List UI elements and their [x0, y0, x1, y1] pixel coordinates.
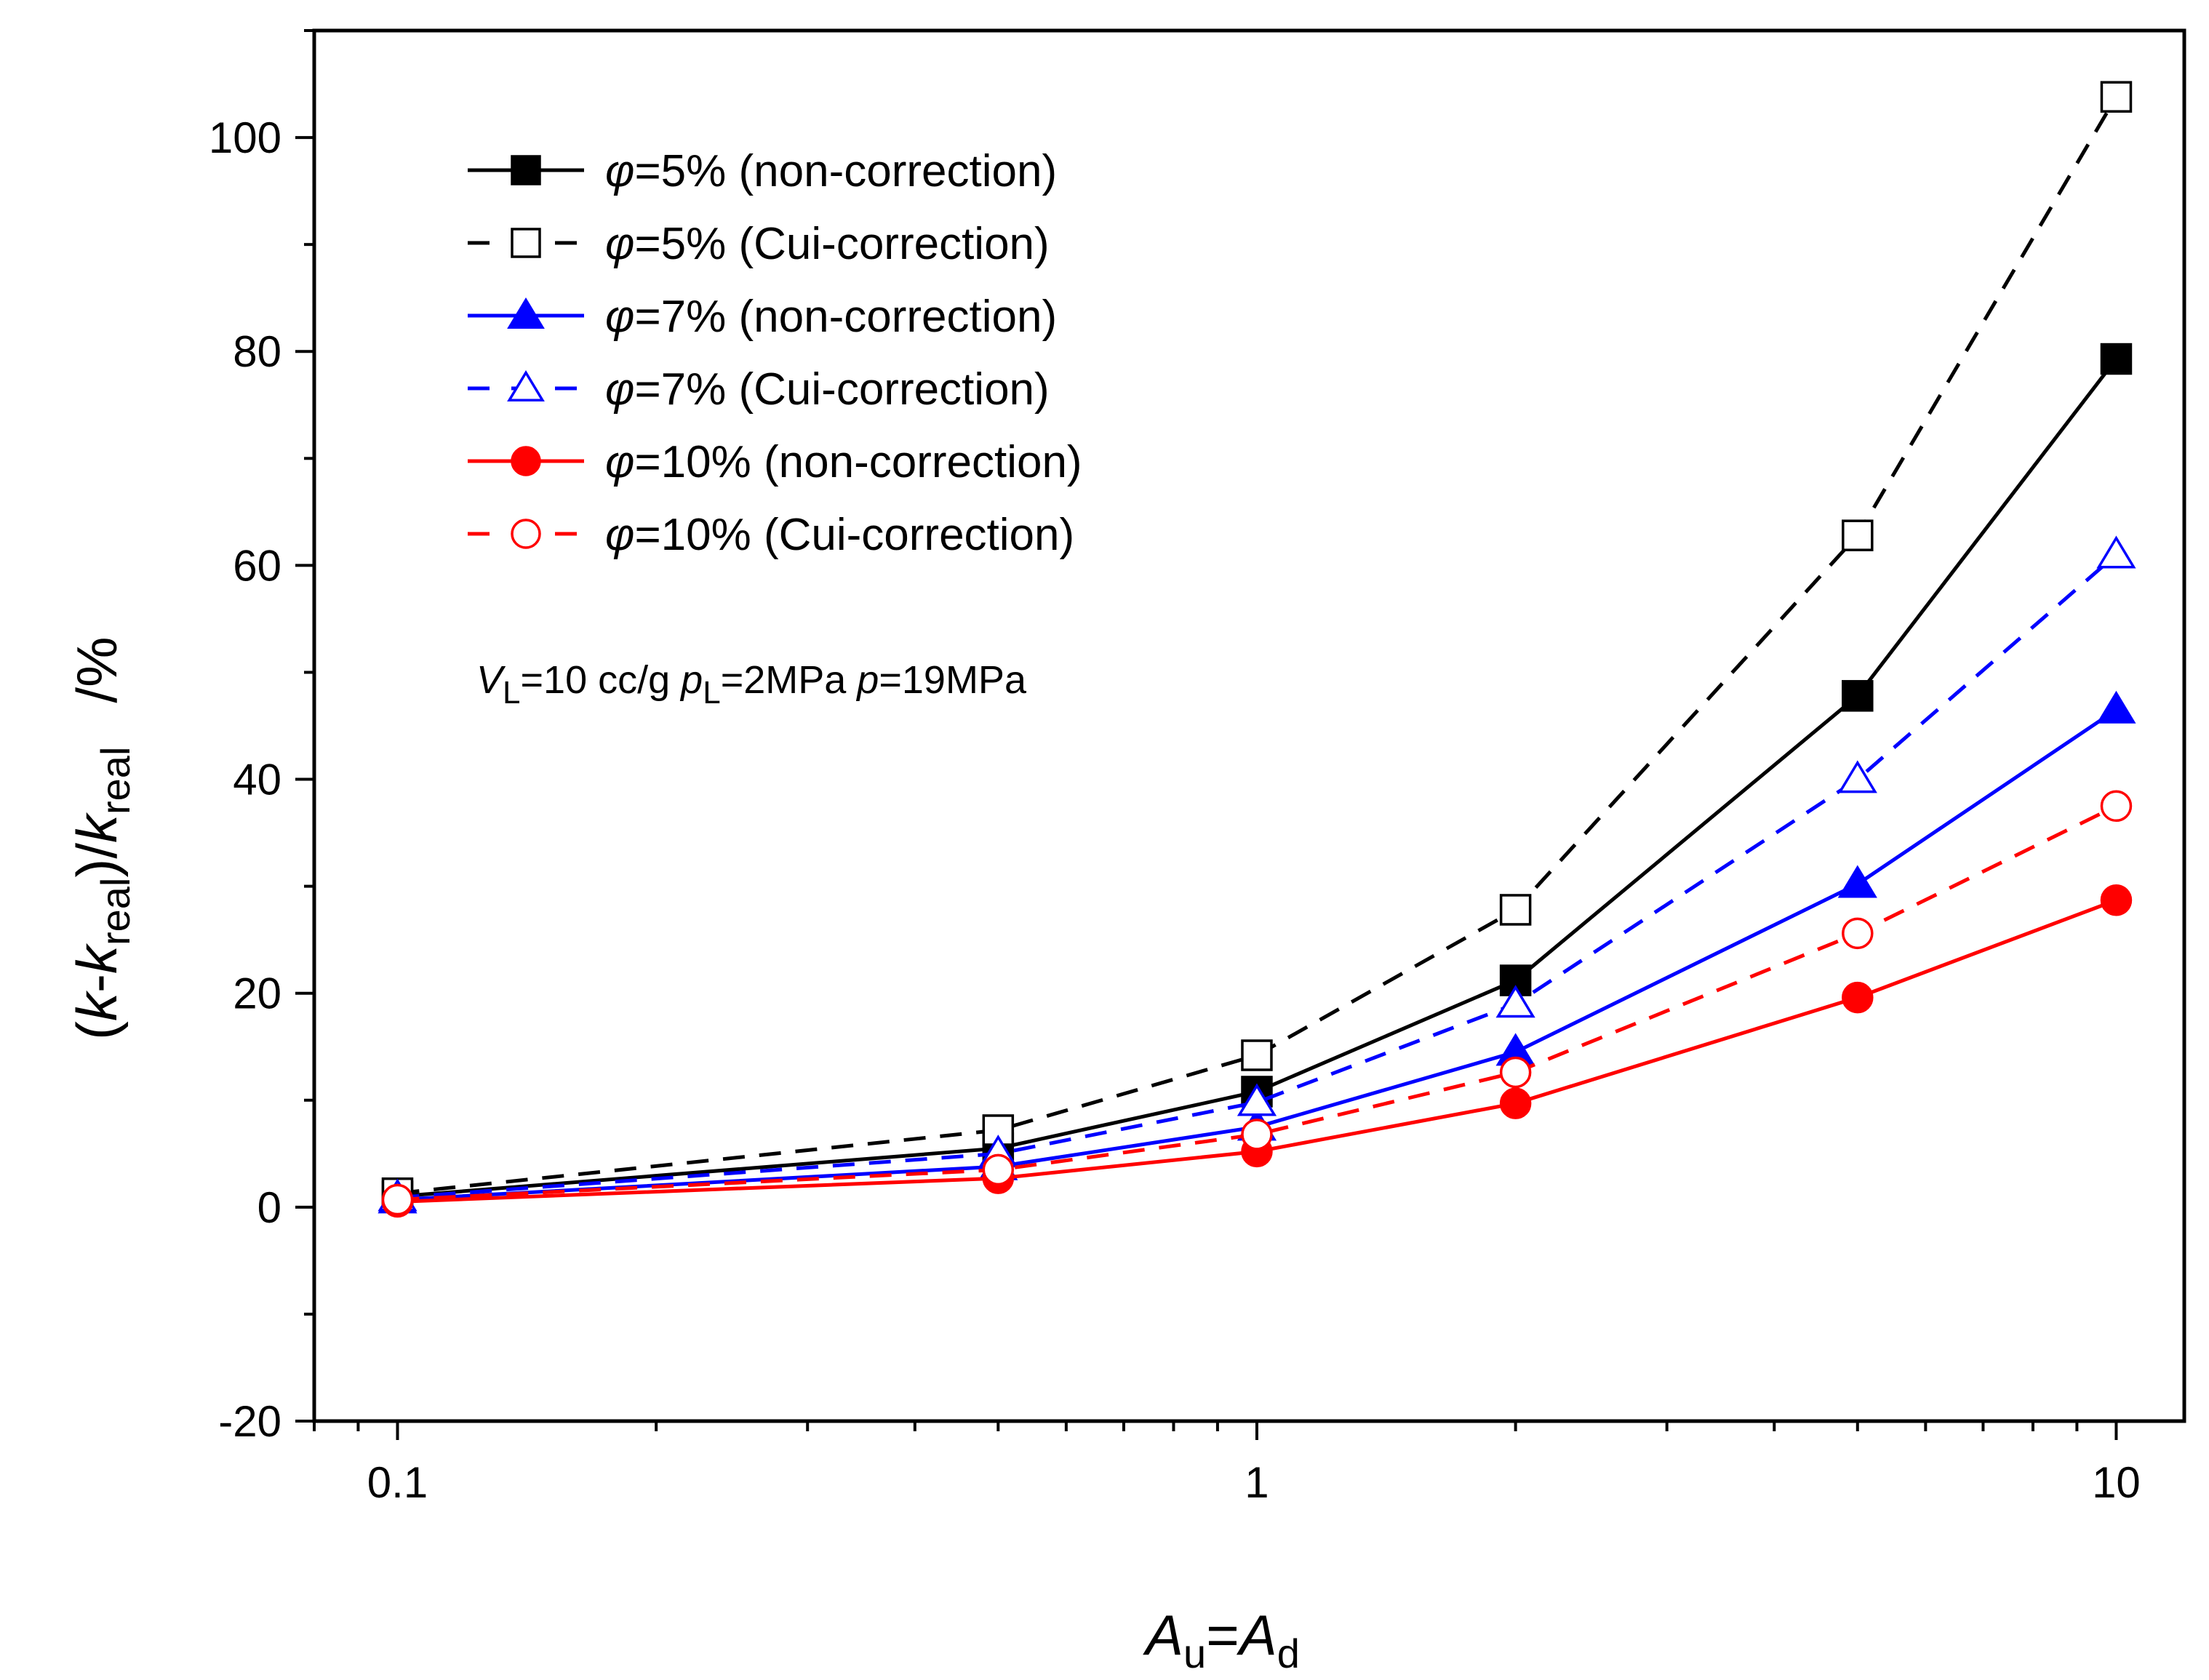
series-6 — [381, 790, 2133, 1216]
legend-label: φ=5% (Cui-correction) — [605, 219, 1050, 269]
series-line — [397, 708, 2117, 1202]
data-point — [2100, 343, 2133, 375]
legend: φ=5% (non-correction) φ=5% (Cui-correctio… — [468, 146, 1082, 560]
plot-frame — [312, 28, 2186, 1423]
data-point — [1842, 981, 1874, 1014]
y-tick-label: 80 — [233, 327, 281, 376]
legend-marker — [511, 228, 541, 258]
legend-label: φ=10% (Cui-correction) — [605, 510, 1074, 560]
series-line — [397, 553, 2118, 1200]
y-axis-title: (k-kreal)/kreal/% — [65, 637, 138, 1040]
data-point — [1842, 680, 1874, 712]
legend-label: φ=10% (non-correction) — [605, 437, 1082, 487]
data-point — [1842, 917, 1874, 950]
legend-item: φ=7% (non-correction) — [468, 292, 1057, 342]
data-point — [1495, 985, 1535, 1018]
series-2 — [381, 81, 2133, 1209]
data-point — [2100, 884, 2133, 916]
tick-labels: -20 0 20 40 60 80 100 0.1 1 10 — [209, 113, 2141, 1507]
y-tick-label: 0 — [257, 1183, 281, 1232]
y-tick-label: 40 — [233, 756, 281, 804]
legend-label: φ=7% (Cui-correction) — [605, 364, 1050, 415]
legend-marker — [507, 297, 545, 329]
data-point — [1837, 865, 1877, 898]
axis-ticks — [295, 29, 2118, 1440]
series-line — [397, 95, 2118, 1196]
data-point — [2096, 535, 2136, 569]
legend-item: φ=5% (non-correction) — [468, 146, 1057, 196]
series-line — [397, 358, 2118, 1199]
data-point — [2100, 81, 2133, 113]
legend-marker — [511, 155, 541, 185]
data-point — [1499, 1056, 1532, 1089]
legend-marker — [507, 369, 545, 401]
x-tick-label: 10 — [2092, 1458, 2141, 1507]
data-point — [1837, 760, 1877, 793]
data-point — [1499, 1087, 1532, 1119]
data-point — [1237, 1083, 1277, 1116]
data-point — [1842, 519, 1874, 551]
legend-label: φ=5% (non-correction) — [605, 146, 1057, 196]
y-tick-label: 20 — [233, 969, 281, 1018]
data-point — [2096, 690, 2136, 724]
legend-item: φ=10% (Cui-correction) — [468, 510, 1074, 560]
data-point — [1499, 894, 1532, 926]
legend-item: φ=7% (Cui-correction) — [468, 364, 1050, 415]
x-tick-label: 0.1 — [367, 1458, 428, 1507]
data-point — [2100, 790, 2133, 823]
y-tick-label: 60 — [233, 541, 281, 590]
series-layer — [378, 81, 2136, 1218]
legend-item: φ=10% (non-correction) — [468, 437, 1082, 487]
series-line — [397, 804, 2117, 1202]
series-line — [397, 898, 2117, 1204]
x-axis-title: Au=Ad — [1143, 1603, 1300, 1676]
data-point — [381, 1183, 414, 1216]
annotation: VL=10 cc/g pL=2MPa p=19MPa — [476, 658, 1027, 711]
series-5 — [381, 884, 2133, 1218]
data-point — [1241, 1119, 1273, 1151]
data-point — [1241, 1039, 1273, 1071]
legend-label: φ=7% (non-correction) — [605, 292, 1057, 342]
data-point — [982, 1153, 1015, 1186]
y-tick-label: -20 — [218, 1397, 281, 1446]
legend-marker — [511, 519, 541, 549]
y-tick-label: 100 — [209, 113, 281, 162]
legend-item: φ=5% (Cui-correction) — [468, 219, 1050, 269]
legend-marker — [511, 446, 541, 476]
x-tick-label: 1 — [1245, 1458, 1269, 1507]
